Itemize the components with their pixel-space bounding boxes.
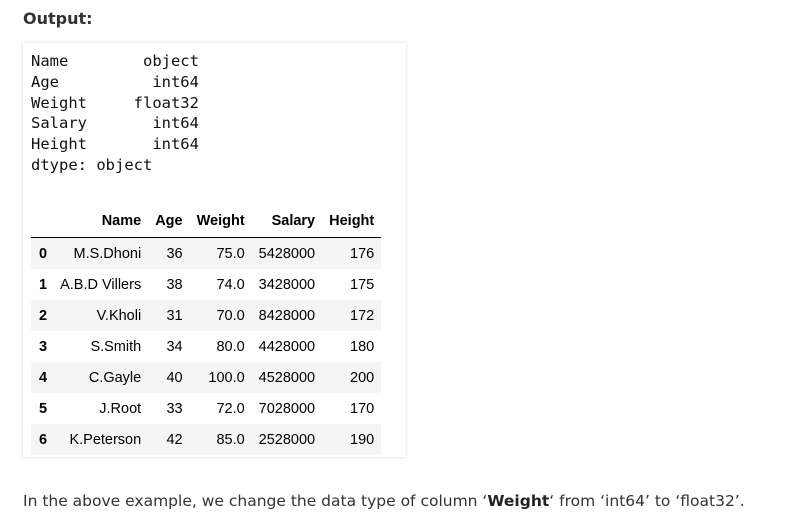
cell-height: 176 (350, 245, 375, 262)
cell-name: M.S.Dhoni (73, 245, 142, 262)
cell-name: A.B.D Villers (60, 276, 142, 293)
table-row: 1 A.B.D Villers 38 74.0 3428000 175 (31, 269, 381, 300)
output-heading: Output: (23, 9, 93, 28)
cell-weight: 80.0 (216, 338, 245, 355)
dataframe-table: Name Age Weight Salary Height 0 M.S.Dhon… (31, 205, 382, 455)
cell-weight: 75.0 (216, 245, 245, 262)
table-header-row: Name Age Weight Salary Height (31, 205, 382, 238)
cell-weight: 74.0 (216, 276, 245, 293)
cell-name: V.Kholi (96, 307, 142, 324)
cell-age: 40 (166, 369, 183, 386)
column-header-weight: Weight (189, 205, 252, 238)
cell-name: C.Gayle (88, 369, 142, 386)
table-row: 3 S.Smith 34 80.0 4428000 180 (31, 331, 381, 362)
dtype-line: Salary int64 (31, 114, 199, 133)
cell-height: 170 (350, 400, 375, 417)
cell-age: 36 (166, 245, 183, 262)
row-index: 4 (39, 369, 48, 386)
table-row: 0 M.S.Dhoni 36 75.0 5428000 176 (31, 237, 382, 269)
cell-salary: 8428000 (258, 307, 316, 324)
cell-height: 175 (350, 276, 375, 293)
caption-text-after: ‘ from ‘int64’ to ‘float32’. (549, 492, 745, 510)
cell-age: 33 (166, 400, 183, 417)
row-index: 2 (39, 307, 48, 324)
row-index: 5 (39, 400, 48, 417)
dtype-line: Name object (31, 52, 199, 70)
cell-salary: 2528000 (258, 431, 316, 448)
column-header-name: Name (53, 205, 149, 238)
column-header-age: Age (148, 205, 190, 238)
cell-weight: 100.0 (208, 369, 245, 386)
cell-height: 172 (350, 307, 375, 324)
dtype-line: Weight float32 (31, 93, 199, 112)
row-index: 6 (39, 431, 48, 448)
caption-text-before: In the above example, we change the data… (23, 492, 488, 510)
cell-age: 38 (166, 276, 183, 293)
row-index: 3 (39, 338, 48, 355)
cell-weight: 70.0 (216, 307, 245, 324)
table-row: 2 V.Kholi 31 70.0 8428000 172 (31, 300, 382, 331)
table-row: 6 K.Peterson 42 85.0 2528000 190 (31, 424, 382, 455)
table-row: 5 J.Root 33 72.0 7028000 170 (31, 393, 381, 424)
cell-weight: 85.0 (216, 431, 245, 448)
cell-height: 200 (350, 369, 375, 386)
cell-height: 190 (350, 431, 375, 448)
cell-height: 180 (350, 338, 375, 355)
table-row: 4 C.Gayle 40 100.0 4528000 200 (31, 362, 382, 393)
dtypes-output: Name object Age int64 Weight float32 Sal… (31, 51, 199, 176)
cell-salary: 4528000 (258, 369, 316, 386)
cell-salary: 4428000 (258, 338, 316, 355)
cell-age: 31 (166, 307, 183, 324)
column-header-salary: Salary (251, 205, 323, 238)
cell-salary: 5428000 (258, 245, 316, 262)
row-index: 1 (39, 276, 48, 293)
row-index: 0 (39, 245, 48, 262)
column-header-height: Height (322, 205, 382, 238)
cell-name: J.Root (99, 400, 142, 417)
explanation-text: In the above example, we change the data… (23, 492, 745, 510)
output-panel: Name object Age int64 Weight float32 Sal… (23, 43, 406, 457)
dtype-line: Height int64 (31, 135, 199, 154)
column-header-index (31, 205, 54, 238)
cell-age: 42 (166, 431, 183, 448)
cell-age: 34 (166, 338, 183, 355)
cell-name: S.Smith (90, 338, 142, 355)
dtype-line: Age int64 (31, 72, 199, 91)
cell-weight: 72.0 (216, 400, 245, 417)
caption-bold-column: Weight (487, 492, 550, 510)
dtype-line: dtype: object (31, 155, 153, 174)
cell-salary: 3428000 (258, 276, 316, 293)
cell-salary: 7028000 (258, 400, 316, 417)
cell-name: K.Peterson (69, 431, 142, 448)
